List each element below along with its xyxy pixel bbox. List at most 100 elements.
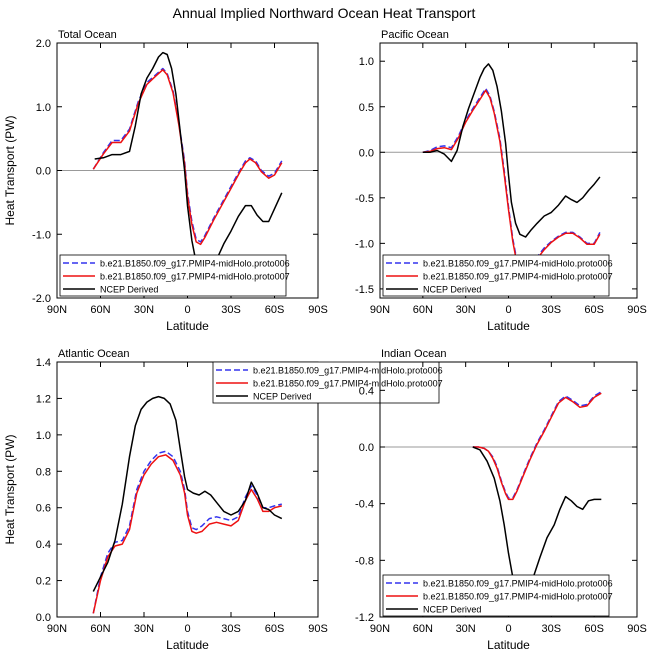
legend: b.e21.B1850.f09_g17.PMIP4-midHolo.proto0… [382,574,613,617]
x-tick-label: 30S [221,304,241,316]
panel-total-ocean: Total Ocean 90N 60N 30N 0 30S 60S 90S -2.0 -1.0 0.… [3,29,328,333]
y-tick-label: 2.0 [36,38,51,50]
legend-label: b.e21.B1850.f09_g17.PMIP4-midHolo.proto0… [100,272,290,282]
x-axis-label: Latitude [487,319,530,333]
x-tick-label: 30N [134,304,154,316]
y-tick-label: -2.0 [32,293,51,305]
x-axis-label: Latitude [166,319,209,333]
y-tick-label: -1.0 [355,238,374,250]
panel-title: Pacific Ocean [381,29,449,41]
legend-label: b.e21.B1850.f09_g17.PMIP4-midHolo.proto0… [100,259,290,269]
y-tick-label: 1.0 [36,102,51,114]
x-tick-label: 90S [627,623,647,635]
x-tick-label: 30N [456,304,476,316]
legend-box [382,254,610,297]
legend-label: b.e21.B1850.f09_g17.PMIP4-midHolo.proto0… [423,272,613,282]
x-tick-label: 90S [627,304,647,316]
legend: b.e21.B1850.f09_g17.PMIP4-midHolo.proto0… [59,254,290,297]
legend-label: b.e21.B1850.f09_g17.PMIP4-midHolo.proto0… [423,259,613,269]
panel-indian-ocean: Indian Ocean 90N 60N 30N 0 30S 60S 90S -1.2 -0.8 -… [355,348,647,652]
legend-box [382,574,610,617]
x-tick-label: 90N [47,304,67,316]
y-tick-label: 1.2 [36,393,51,405]
legend-label: b.e21.B1850.f09_g17.PMIP4-midHolo.proto0… [253,366,443,376]
series-line-proto006 [92,67,283,243]
series-line-proto007 [92,69,283,246]
x-tick-label: 0 [184,623,190,635]
panel-title: Atlantic Ocean [58,348,130,360]
plot-frame [56,361,319,618]
legend-label: b.e21.B1850.f09_g17.PMIP4-midHolo.proto0… [423,592,613,602]
x-tick-label: 30S [221,623,241,635]
y-tick-label: 0.0 [36,612,51,624]
y-tick-label: -0.4 [355,499,374,511]
x-tick-label: 30N [456,623,476,635]
y-tick-label: -1.5 [355,284,374,296]
legend-label: b.e21.B1850.f09_g17.PMIP4-midHolo.proto0… [253,379,443,389]
legend-label: NCEP Derived [423,605,481,615]
x-tick-label: 60S [265,623,285,635]
x-tick-label: 60N [413,623,433,635]
y-tick-label: 0.0 [36,166,51,178]
legend: b.e21.B1850.f09_g17.PMIP4-midHolo.proto0… [382,254,613,297]
x-tick-label: 0 [505,623,511,635]
x-tick-label: 90N [370,623,390,635]
series-line-ncep [92,395,283,592]
legend-box [212,361,440,404]
y-tick-label: 1.0 [359,56,374,68]
series-line-proto007 [92,454,282,614]
y-tick-label: 1.0 [36,430,51,442]
x-tick-label: 60N [413,304,433,316]
panel-title: Total Ocean [58,29,117,41]
y-tick-label: -1.0 [32,229,51,241]
y-tick-label: 0.4 [359,385,374,397]
x-axis-label: Latitude [487,638,530,652]
x-tick-label: 90S [308,304,328,316]
y-tick-label: -0.8 [355,555,374,567]
x-tick-label: 0 [184,304,190,316]
y-tick-label: 0.2 [36,576,51,588]
legend: b.e21.B1850.f09_g17.PMIP4-midHolo.proto0… [212,361,443,404]
x-axis-label: Latitude [166,638,209,652]
y-axis-label: Heat Transport (PW) [3,434,17,544]
series-line-proto006 [92,450,282,614]
panel-atlantic-ocean: Atlantic Ocean 90N 60N 30N 0 30S 60S 90S 0.0 0.2 0… [3,348,443,652]
legend-label: NCEP Derived [100,285,158,295]
y-tick-label: -0.5 [355,193,374,205]
x-tick-label: 30S [542,623,562,635]
series-line-ncep [94,51,283,280]
y-tick-label: 0.4 [36,539,51,551]
series-line-proto006 [422,87,601,274]
plot-frame [379,42,638,299]
legend-box [59,254,287,297]
x-tick-label: 30N [134,623,154,635]
y-tick-label: 0.5 [359,102,374,114]
x-tick-label: 90N [47,623,67,635]
x-tick-label: 90S [308,623,328,635]
plot-frame [379,361,638,618]
y-tick-label: 0.0 [359,147,374,159]
legend-label: b.e21.B1850.f09_g17.PMIP4-midHolo.proto0… [423,579,613,589]
figure-title: Annual Implied Northward Ocean Heat Tran… [173,5,476,21]
legend-label: NCEP Derived [423,285,481,295]
series-line-proto007 [422,89,601,276]
y-tick-label: 0.0 [359,442,374,454]
plot-frame [56,42,319,299]
x-tick-label: 60S [584,623,604,635]
series-line-ncep [422,63,601,238]
x-tick-label: 0 [505,304,511,316]
panel-pacific-ocean: Pacific Ocean 90N 60N 30N 0 30S 60S 90S -1.5 -1.0… [355,29,647,333]
x-tick-label: 90N [370,304,390,316]
y-tick-label: -1.2 [355,612,374,624]
series-line-proto007 [472,392,602,501]
panel-title: Indian Ocean [381,348,446,360]
x-tick-label: 60N [90,304,110,316]
x-tick-label: 60N [90,623,110,635]
y-axis-label: Heat Transport (PW) [3,115,17,225]
x-tick-label: 30S [542,304,562,316]
x-tick-label: 60S [265,304,285,316]
y-tick-label: 1.4 [36,357,51,369]
y-tick-label: 0.6 [36,503,51,515]
legend-label: NCEP Derived [253,392,311,402]
